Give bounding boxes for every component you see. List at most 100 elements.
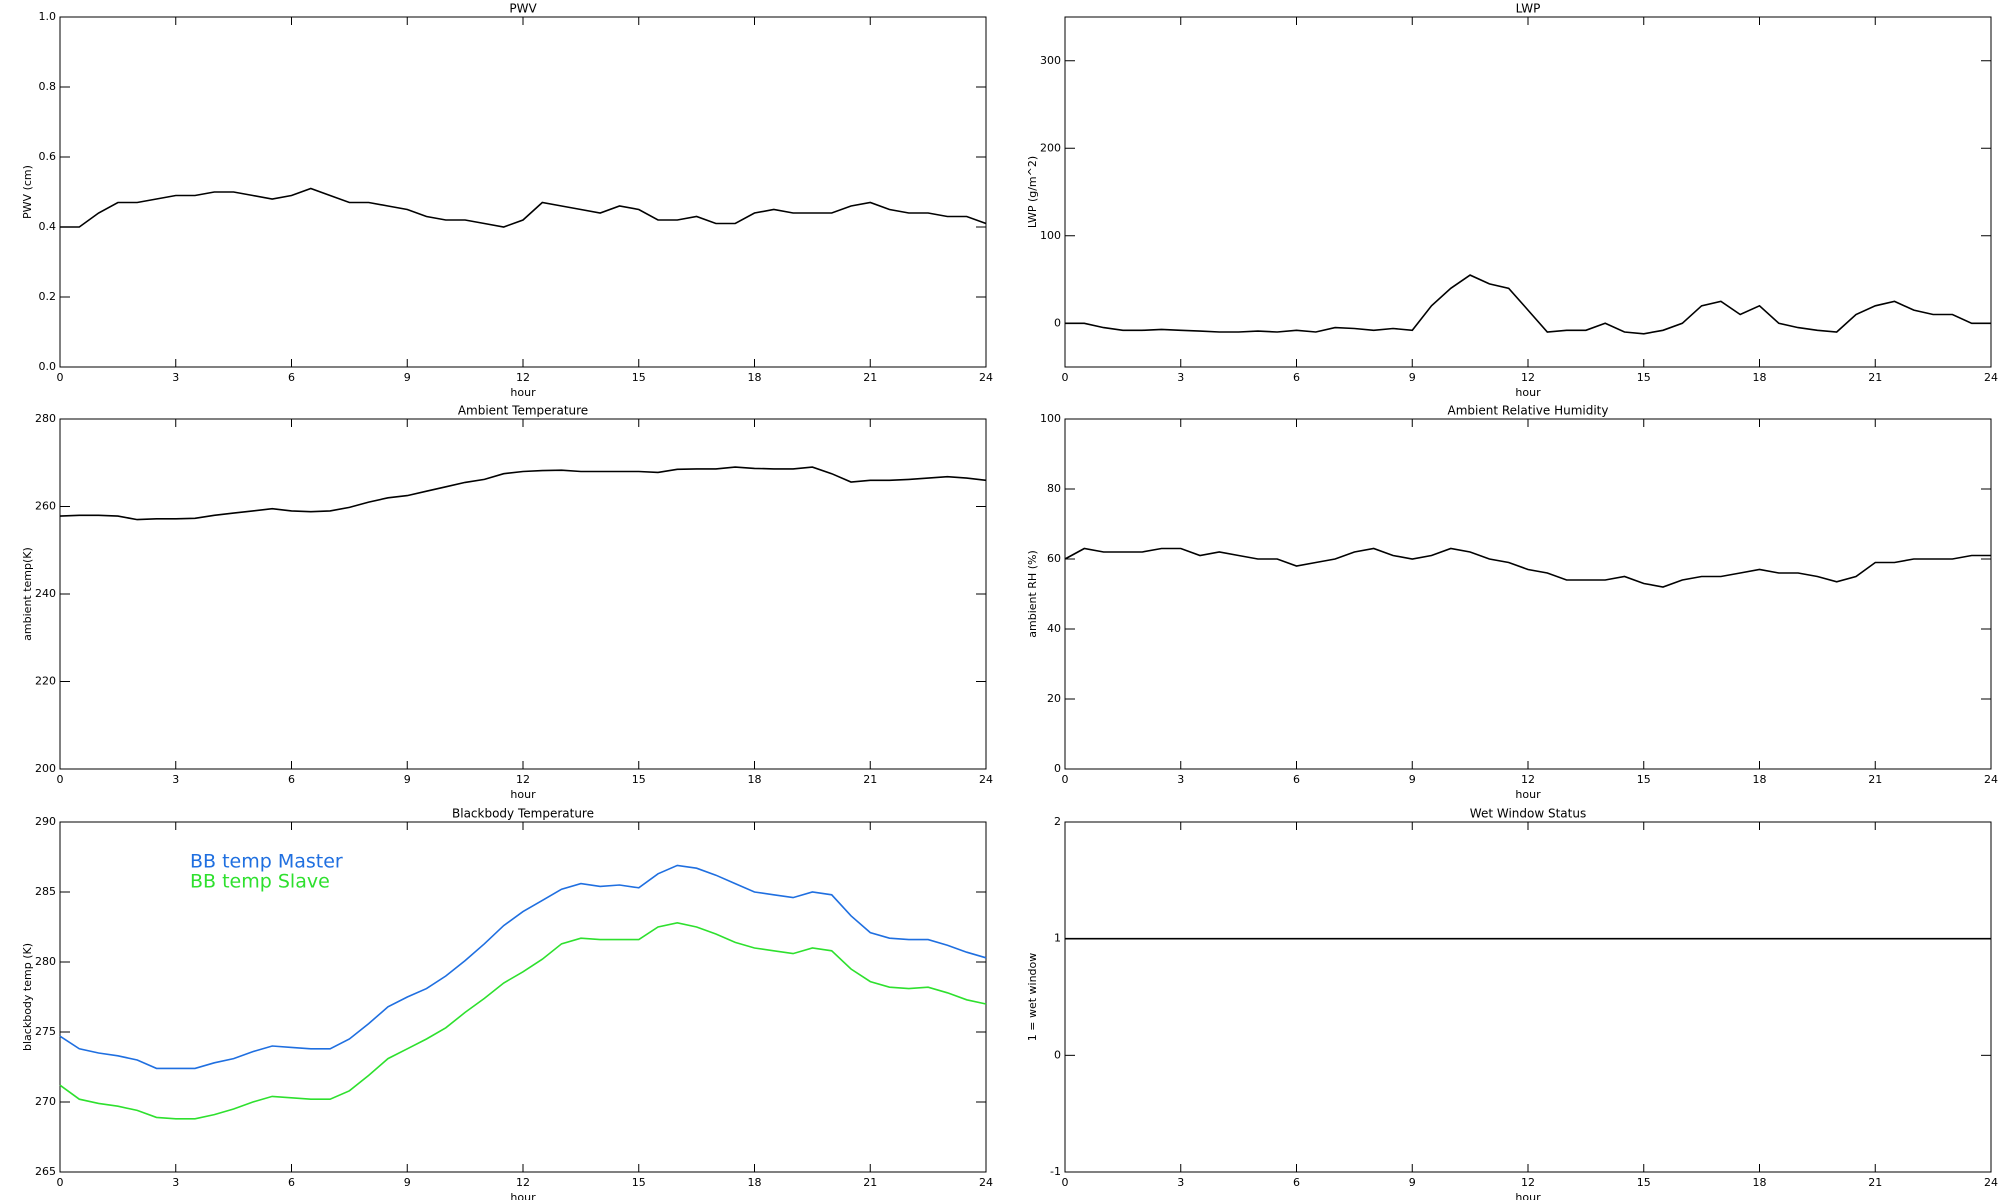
y-tick-label: 1.0 — [39, 10, 57, 23]
x-tick-label: 18 — [1753, 773, 1767, 786]
x-tick-label: 24 — [1984, 773, 1998, 786]
x-tick-label: 3 — [1177, 371, 1184, 384]
plot-frame — [1064, 821, 1992, 1173]
x-tick-label: 24 — [979, 1176, 993, 1189]
y-tick-label: -1 — [1050, 1165, 1061, 1178]
x-tick-label: 3 — [172, 371, 179, 384]
x-tick-label: 15 — [632, 371, 646, 384]
y-tick-label: 280 — [35, 955, 56, 968]
y-tick-label: 200 — [1040, 141, 1061, 154]
x-tick-label: 6 — [288, 773, 295, 786]
x-axis-label: hour — [1515, 788, 1541, 801]
chart-title: Ambient Relative Humidity — [1448, 404, 1609, 418]
y-tick-label: 100 — [1040, 229, 1061, 242]
y-tick-label: 200 — [35, 762, 56, 775]
x-tick-label: 24 — [979, 371, 993, 384]
y-tick-label: 60 — [1047, 552, 1061, 565]
legend-entry: BB temp Master — [190, 851, 343, 873]
x-tick-label: 0 — [1062, 371, 1069, 384]
data-line — [59, 864, 987, 1070]
x-axis-label: hour — [510, 788, 536, 801]
data-line — [60, 187, 987, 228]
x-tick-label: 12 — [516, 371, 530, 384]
x-tick-label: 0 — [57, 371, 64, 384]
plot-frame — [59, 16, 987, 368]
x-tick-label: 24 — [1984, 1176, 1998, 1189]
x-tick-label: 9 — [404, 371, 411, 384]
x-tick-label: 21 — [863, 1176, 877, 1189]
chart-title: Ambient Temperature — [458, 404, 588, 418]
x-tick-label: 0 — [57, 1176, 64, 1189]
y-tick-label: 0.2 — [39, 290, 57, 303]
x-tick-label: 15 — [632, 773, 646, 786]
x-tick-label: 12 — [516, 1176, 530, 1189]
y-tick-label: 290 — [35, 815, 56, 828]
data-line — [1064, 547, 1991, 588]
x-tick-label: 21 — [863, 371, 877, 384]
x-tick-label: 0 — [57, 773, 64, 786]
x-tick-label: 21 — [1868, 773, 1882, 786]
y-tick-label: 0.0 — [39, 360, 57, 373]
y-tick-label: 260 — [35, 500, 56, 513]
x-tick-label: 15 — [632, 1176, 646, 1189]
x-tick-label: 21 — [1868, 371, 1882, 384]
x-tick-label: 18 — [748, 773, 762, 786]
y-axis-label: ambient temp(K) — [21, 547, 34, 641]
x-tick-label: 9 — [1409, 1176, 1416, 1189]
y-axis-label: 1 = wet window — [1026, 953, 1039, 1042]
y-tick-label: 265 — [35, 1165, 56, 1178]
y-tick-label: 0.8 — [39, 80, 57, 93]
plot-frame — [1064, 418, 1992, 770]
x-axis-label: hour — [510, 386, 536, 399]
x-axis-label: hour — [1515, 1191, 1541, 1200]
x-tick-label: 3 — [172, 1176, 179, 1189]
x-tick-label: 6 — [288, 371, 295, 384]
data-line — [1065, 274, 1991, 335]
x-tick-label: 15 — [1637, 371, 1651, 384]
y-tick-label: 270 — [35, 1095, 56, 1108]
x-tick-label: 3 — [1177, 773, 1184, 786]
x-tick-label: 12 — [1521, 371, 1535, 384]
y-tick-label: 40 — [1047, 622, 1061, 635]
y-tick-label: 80 — [1047, 482, 1061, 495]
y-tick-label: 0 — [1054, 762, 1061, 775]
x-tick-label: 21 — [863, 773, 877, 786]
y-tick-label: 0.4 — [39, 220, 57, 233]
chart-title: Wet Window Status — [1470, 807, 1586, 821]
y-tick-label: 2 — [1054, 815, 1061, 828]
y-tick-label: 0 — [1054, 316, 1061, 329]
x-tick-label: 3 — [172, 773, 179, 786]
y-tick-label: 220 — [35, 675, 56, 688]
x-tick-label: 0 — [1062, 773, 1069, 786]
plot-frame — [1064, 16, 1992, 368]
chart-title: Blackbody Temperature — [452, 807, 594, 821]
legend-entry: BB temp Slave — [190, 871, 330, 893]
x-tick-label: 3 — [1177, 1176, 1184, 1189]
y-tick-label: 280 — [35, 412, 56, 425]
x-tick-label: 12 — [1521, 1176, 1535, 1189]
y-tick-label: 20 — [1047, 692, 1061, 705]
x-tick-label: 24 — [1984, 371, 1998, 384]
x-tick-label: 0 — [1062, 1176, 1069, 1189]
x-tick-label: 21 — [1868, 1176, 1882, 1189]
chart-title: LWP — [1516, 2, 1541, 16]
x-axis-label: hour — [1515, 386, 1541, 399]
x-tick-label: 18 — [1753, 1176, 1767, 1189]
y-tick-label: 0 — [1054, 1048, 1061, 1061]
y-tick-label: 1 — [1054, 932, 1061, 945]
y-axis-label: ambient RH (%) — [1026, 550, 1039, 638]
x-tick-label: 24 — [979, 773, 993, 786]
y-tick-label: 100 — [1040, 412, 1061, 425]
y-axis-label: PWV (cm) — [21, 165, 34, 219]
data-line — [59, 466, 987, 521]
x-tick-label: 12 — [516, 773, 530, 786]
chart-title: PWV — [509, 2, 537, 16]
x-tick-label: 6 — [1293, 773, 1300, 786]
y-axis-label: LWP (g/m^2) — [1026, 156, 1039, 228]
x-tick-label: 6 — [1293, 371, 1300, 384]
x-tick-label: 9 — [404, 773, 411, 786]
y-axis-label: blackbody temp (K) — [21, 943, 34, 1051]
x-tick-label: 15 — [1637, 773, 1651, 786]
x-tick-label: 9 — [1409, 773, 1416, 786]
